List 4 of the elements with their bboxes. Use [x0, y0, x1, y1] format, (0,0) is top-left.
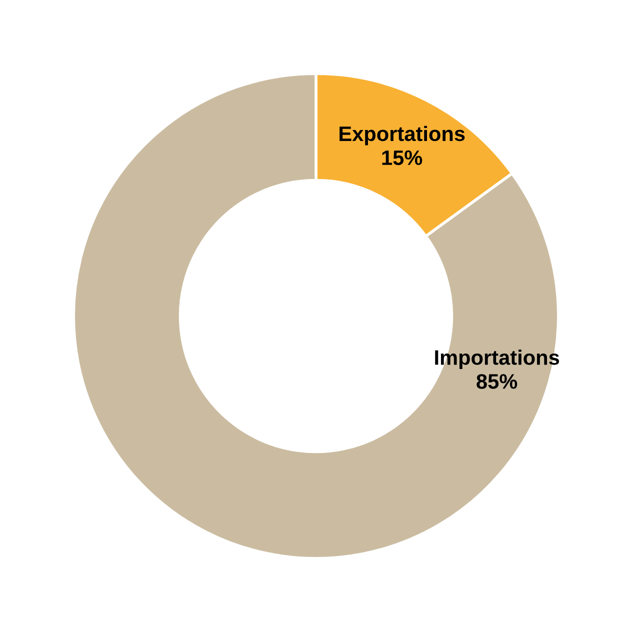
- slice-label: Importations: [435, 350, 560, 370]
- slice-label: Exportations: [340, 126, 465, 146]
- data-label: 85%: [476, 374, 518, 389]
- data-label: 15%: [382, 150, 422, 166]
